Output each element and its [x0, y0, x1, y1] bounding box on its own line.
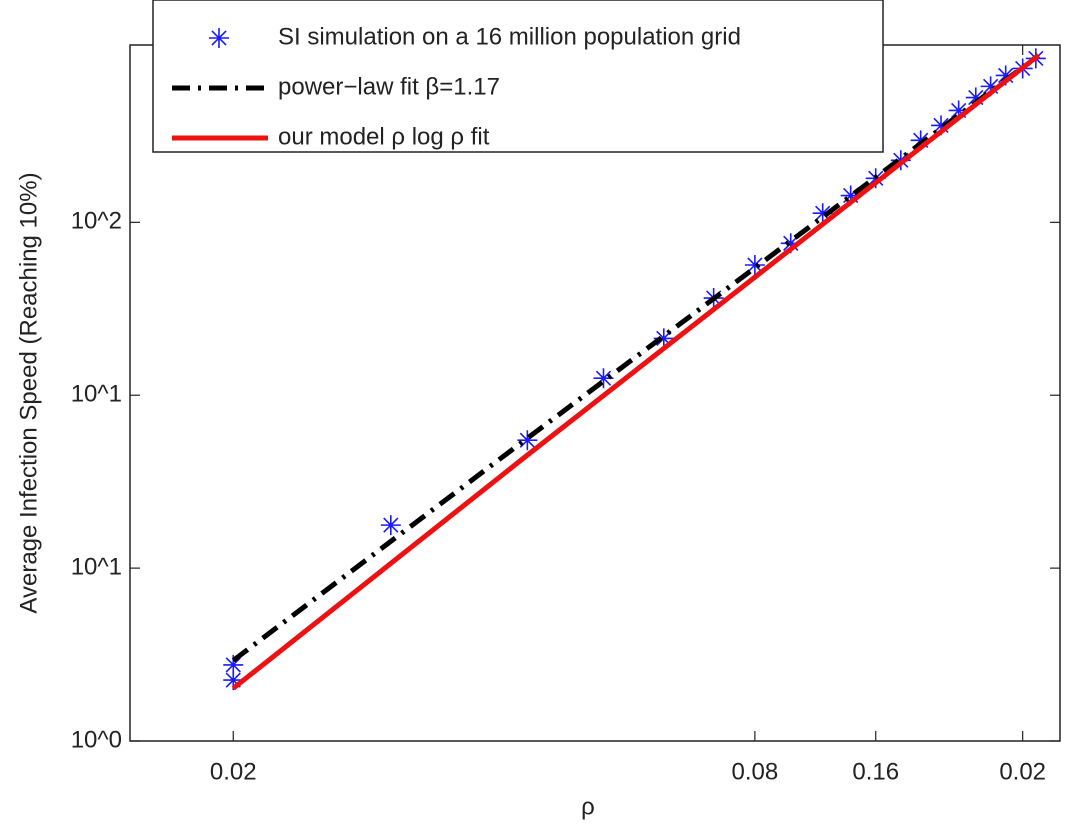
x-tick-label: 0.02 — [210, 758, 257, 785]
data-point — [812, 203, 833, 224]
data-point — [948, 100, 969, 121]
legend-marker — [209, 28, 229, 48]
data-point — [840, 185, 861, 206]
data-point — [780, 233, 801, 254]
y-tick-label: 10^1 — [71, 553, 122, 580]
data-point — [223, 654, 244, 675]
legend-label: SI simulation on a 16 million population… — [278, 23, 741, 50]
y-tick-label: 10^1 — [71, 381, 122, 408]
data-point — [995, 65, 1016, 86]
data-point — [965, 87, 986, 108]
y-tick-label: 10^0 — [71, 726, 122, 753]
legend-label: power−law fit β=1.17 — [278, 73, 500, 100]
data-point — [931, 115, 952, 136]
fit-line — [231, 53, 1040, 663]
data-point — [223, 670, 244, 691]
y-axis-label: Average Infection Speed (Reaching 10%) — [15, 172, 42, 613]
y-tick-label: 10^2 — [71, 208, 122, 235]
x-tick-label: 0.16 — [852, 758, 899, 785]
data-point — [980, 76, 1001, 97]
data-point — [744, 255, 765, 276]
fit-line — [231, 53, 1041, 691]
legend-box — [152, 0, 884, 153]
x-tick-label: 0.02 — [999, 758, 1046, 785]
legend-label: our model ρ log ρ fit — [278, 123, 490, 150]
data-point — [517, 430, 538, 451]
data-point — [653, 328, 674, 349]
data-point — [593, 368, 614, 389]
data-point — [910, 130, 931, 151]
x-tick-label: 0.08 — [732, 758, 779, 785]
x-axis-label: ρ — [581, 793, 595, 820]
data-point — [380, 515, 401, 536]
legend: SI simulation on a 16 million population… — [152, 0, 884, 153]
plot-area — [130, 45, 1060, 742]
